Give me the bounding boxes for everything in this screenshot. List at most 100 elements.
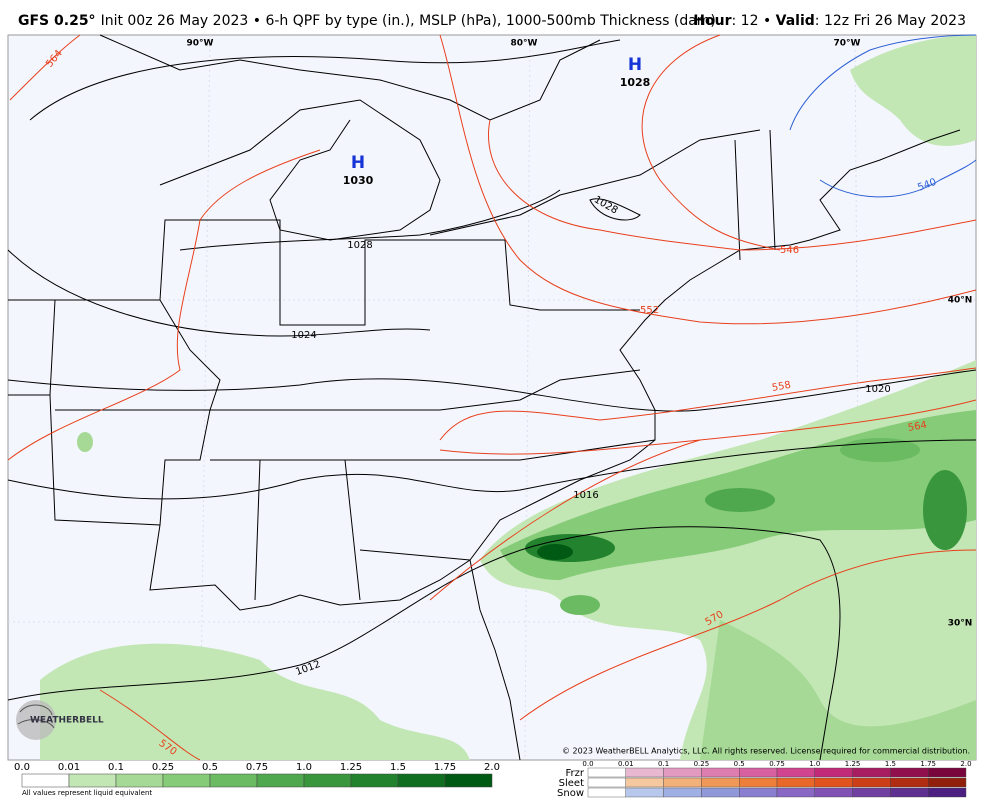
type-swatch xyxy=(701,767,740,778)
qpf-tick-label: 0.5 xyxy=(202,762,218,773)
map-feature xyxy=(488,119,977,251)
map-feature xyxy=(55,219,640,326)
type-swatch xyxy=(663,767,702,778)
type-swatch xyxy=(776,787,815,798)
map-feature xyxy=(7,149,321,461)
legend: All values represent liquid equivalent 0… xyxy=(14,760,972,799)
type-swatch xyxy=(814,787,853,798)
map-feature xyxy=(537,544,573,560)
type-swatch xyxy=(814,777,853,788)
type-swatch xyxy=(890,777,929,788)
type-swatch xyxy=(852,787,891,798)
type-swatch xyxy=(890,787,929,798)
copyright: © 2023 WeatherBELL Analytics, LLC. All r… xyxy=(562,747,970,756)
map-feature xyxy=(705,488,775,512)
logo: WEATHERBELL xyxy=(16,700,104,740)
type-tick-label: 2.0 xyxy=(960,760,971,768)
title: GFS 0.25° Init 00z 26 May 2023 • 6-h QPF … xyxy=(18,13,716,29)
type-label: Frzr xyxy=(566,768,585,779)
isobar-label: 1016 xyxy=(573,490,598,501)
lat-label: 30°N xyxy=(948,619,973,629)
high-pressure: 1028 xyxy=(620,76,651,89)
valid-time: Hour: 12 • Valid: 12z Fri 26 May 2023 xyxy=(693,13,966,29)
map-feature xyxy=(99,34,601,121)
qpf-swatch xyxy=(350,773,399,788)
map-feature xyxy=(17,704,55,729)
type-label: Snow xyxy=(557,788,584,799)
lon-label: 70°W xyxy=(834,39,861,49)
map-feature xyxy=(589,198,641,221)
map-feature xyxy=(40,643,470,760)
qpf-swatch xyxy=(444,773,493,788)
qpf-swatch xyxy=(68,773,117,788)
qpf-tick-label: 1.25 xyxy=(340,762,362,773)
map-feature xyxy=(429,439,701,601)
model: GFS 0.25° xyxy=(18,13,96,29)
type-tick-label: 1.5 xyxy=(885,760,896,768)
map-feature xyxy=(9,34,81,101)
qpf-tick-label: 0.25 xyxy=(152,762,174,773)
lon-lat-labels: 90°W 80°W 70°W 40°N 30°N xyxy=(187,39,973,629)
map-feature xyxy=(850,35,976,146)
type-swatch xyxy=(739,767,778,778)
type-swatch xyxy=(663,787,702,798)
type-tick-label: 1.25 xyxy=(845,760,861,768)
precipitation xyxy=(40,35,976,760)
type-swatch xyxy=(852,767,891,778)
qpf-tick-label: 0.0 xyxy=(14,762,30,773)
type-tick-label: 0.75 xyxy=(769,760,785,768)
isobar-label: 1020 xyxy=(865,384,890,395)
type-swatch xyxy=(852,777,891,788)
type-swatch xyxy=(928,767,967,778)
type-tick-label: 0.5 xyxy=(734,760,745,768)
type-swatch xyxy=(625,787,664,798)
valid-label: Valid xyxy=(776,13,815,29)
qpf-tick-label: 0.75 xyxy=(246,762,268,773)
map-feature xyxy=(254,129,776,601)
map-feature xyxy=(641,34,781,251)
lon-label: 90°W xyxy=(187,39,214,49)
type-swatch xyxy=(814,767,853,778)
logo-text: WEATHERBELL xyxy=(30,716,104,726)
type-swatch xyxy=(928,777,967,788)
type-tick-label: 1.0 xyxy=(809,760,820,768)
map-feature xyxy=(7,439,977,500)
type-swatch xyxy=(587,767,626,778)
type-swatch xyxy=(587,787,626,798)
qpf-swatch xyxy=(115,773,164,788)
qpf-swatch xyxy=(162,773,211,788)
type-tick-label: 0.1 xyxy=(658,760,669,768)
type-tick-label: 1.75 xyxy=(920,760,936,768)
legend-note: All values represent liquid equivalent xyxy=(22,789,152,797)
map-feature xyxy=(439,367,977,441)
map-feature xyxy=(55,409,656,526)
map-feature xyxy=(77,432,93,452)
map-feature xyxy=(923,470,967,550)
type-swatch xyxy=(625,777,664,788)
type-swatch xyxy=(587,777,626,788)
type-tick-label: 0.01 xyxy=(618,760,634,768)
thickness-label: 552 xyxy=(640,305,659,316)
type-swatch xyxy=(701,777,740,788)
type-tick-label: 0.0 xyxy=(582,760,593,768)
qpf-swatch xyxy=(303,773,352,788)
type-swatch xyxy=(776,777,815,788)
type-swatch xyxy=(890,767,929,778)
map-feature xyxy=(159,299,641,411)
qpf-tick-label: 1.5 xyxy=(390,762,406,773)
lon-label: 80°W xyxy=(511,39,538,49)
map-feature xyxy=(700,620,976,760)
qpf-tick-label: 1.75 xyxy=(434,762,456,773)
qpf-swatch xyxy=(21,773,70,788)
isobar-label: 1024 xyxy=(291,330,316,341)
isobar-label: 1028 xyxy=(347,240,372,251)
map-feature xyxy=(519,549,977,721)
map-feature xyxy=(439,34,977,325)
map-feature xyxy=(29,39,621,121)
high-symbol: H xyxy=(351,153,365,173)
map-feature xyxy=(429,129,761,236)
type-swatch xyxy=(663,777,702,788)
boundaries xyxy=(8,34,961,761)
thickness-540 xyxy=(789,34,977,198)
